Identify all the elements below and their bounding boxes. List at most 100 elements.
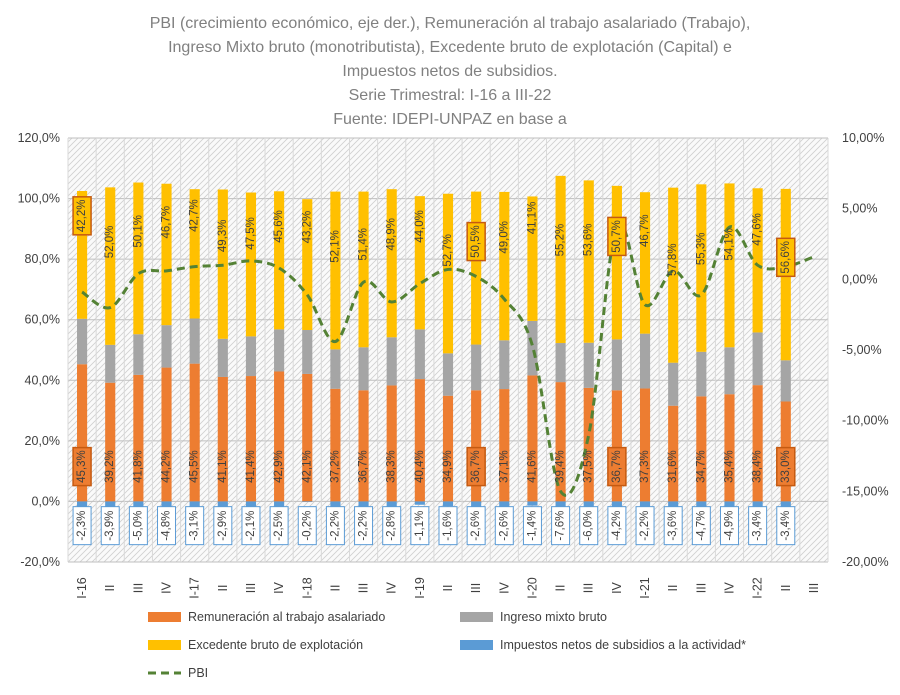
highlight-box — [72, 196, 92, 236]
label-box-impuestos — [551, 506, 571, 546]
data-label-capital: 50,7% — [611, 220, 623, 253]
bar-mixto — [442, 353, 454, 396]
data-label-trabajo: 39,4% — [555, 450, 567, 483]
bar-trabajo — [217, 376, 228, 502]
x-tick-label: II — [666, 585, 680, 592]
data-label-trabajo: 35,4% — [723, 450, 735, 483]
data-label-trabajo: 33,0% — [780, 450, 792, 483]
legend-swatch-capital — [148, 640, 181, 650]
bar-trabajo — [274, 371, 285, 502]
pbi-point — [448, 269, 449, 270]
bar-capital — [555, 175, 566, 344]
pbi-point — [363, 282, 364, 283]
label-box-impuestos — [438, 506, 458, 546]
y-left-tick-label: -20,0% — [20, 555, 60, 569]
x-tick-label: II — [554, 585, 568, 592]
data-label-trabajo: 34,7% — [695, 450, 707, 483]
bar-trabajo — [471, 390, 482, 502]
chart-title-line: Serie Trimestral: I-16 a III-22 — [349, 87, 552, 104]
label-box-impuestos — [269, 506, 289, 546]
bar-trabajo — [752, 385, 763, 502]
bar-trabajo — [245, 376, 257, 502]
data-label-impuestos: -2,3% — [76, 511, 88, 541]
y-left-tick-label: 120,0% — [18, 131, 60, 145]
data-label-impuestos: -2,1% — [245, 511, 257, 541]
x-tick-label: II — [216, 585, 230, 592]
label-box-impuestos — [325, 506, 345, 546]
bar-mixto — [668, 362, 679, 406]
data-label-trabajo: 38,4% — [752, 450, 764, 483]
bar-trabajo — [105, 382, 116, 502]
y-right-tick-label: -20,00% — [842, 555, 889, 569]
bar-mixto — [245, 336, 257, 377]
right-axis: -20,00% -15,00% -10,00% -5,00% 0,00% 5,00% 10,… — [842, 131, 889, 569]
label-box-impuestos — [748, 506, 768, 546]
pbi-point — [588, 434, 589, 435]
data-label-impuestos: -2,6% — [498, 511, 510, 541]
data-labels: 42,2% 45,3% -2,3% 52,0% 39,2% -3,9% 50,1% 41,8%… — [72, 196, 796, 546]
bar-trabajo — [724, 394, 735, 502]
x-tick-label: I-18 — [300, 577, 314, 599]
data-label-impuestos: -2,2% — [639, 511, 651, 541]
data-label-impuestos: -1,4% — [526, 511, 538, 541]
data-label-impuestos: -3,1% — [189, 511, 201, 541]
bar-capital — [668, 187, 679, 363]
x-tick-label: IV — [385, 581, 399, 593]
pbi-point — [813, 256, 814, 257]
bar-capital — [330, 191, 341, 350]
pbi-point — [645, 304, 646, 305]
data-label-impuestos: -2,2% — [329, 511, 341, 541]
bar-impuestos — [330, 501, 341, 509]
bar-mixto — [555, 343, 566, 383]
bar-mixto — [471, 344, 482, 391]
data-label-trabajo: 37,5% — [583, 450, 595, 483]
data-label-capital: 47,5% — [245, 217, 257, 250]
x-tick-label: I-17 — [188, 577, 202, 599]
bar-impuestos — [639, 501, 651, 509]
y-left-tick-label: 0,0% — [32, 494, 61, 508]
pbi-line-layer — [81, 220, 815, 497]
legend-label-capital: Excedente bruto de explotación — [188, 638, 363, 652]
legend-label-impuestos: Impuestos netos de subsidios a la activi… — [500, 638, 746, 652]
y-right-tick-label: 5,00% — [842, 202, 877, 216]
bar-capital — [611, 185, 622, 340]
data-label-capital: 49,3% — [217, 220, 229, 253]
x-tick-label: III — [469, 583, 483, 593]
legend-swatch-mixto — [460, 612, 493, 622]
x-tick-label: II — [328, 585, 342, 592]
data-label-impuestos: -4,9% — [723, 511, 735, 541]
y-left-tick-label: 40,0% — [25, 373, 60, 387]
label-box-impuestos — [410, 506, 430, 546]
bar-capital — [724, 183, 735, 348]
data-label-trabajo: 37,3% — [639, 450, 651, 483]
data-label-capital: 47,6% — [752, 213, 764, 246]
bar-impuestos — [527, 501, 538, 506]
pbi-point — [729, 227, 730, 228]
bar-impuestos — [358, 501, 369, 509]
bar-trabajo — [189, 363, 200, 502]
bar-capital — [527, 196, 538, 321]
highlight-box — [607, 216, 627, 257]
highlight-box — [776, 446, 796, 487]
label-box-impuestos — [241, 506, 261, 546]
bar-mixto — [302, 330, 313, 374]
y-right-tick-label: -5,00% — [842, 343, 882, 357]
label-box-impuestos — [719, 506, 739, 546]
data-label-impuestos: -3,9% — [104, 511, 116, 541]
label-box-impuestos — [297, 506, 317, 546]
chart-title-line: Fuente: IDEPI-UNPAZ en base a — [333, 111, 567, 128]
bar-capital — [583, 180, 594, 343]
data-label-impuestos: -4,7% — [695, 511, 707, 541]
highlight-box — [466, 446, 486, 487]
pbi-point — [222, 265, 223, 266]
bar-trabajo — [499, 389, 510, 502]
bar-capital — [386, 189, 397, 338]
x-tick-label: IV — [610, 581, 624, 593]
data-label-trabajo: 41,8% — [132, 450, 144, 483]
x-tick-label: III — [582, 583, 596, 593]
y-right-tick-label: -15,00% — [842, 484, 889, 498]
bar-trabajo — [358, 390, 369, 502]
bar-trabajo — [696, 396, 707, 502]
chart-title-line: Ingreso Mixto bruto (monotributista), Ex… — [168, 39, 732, 56]
bar-trabajo — [611, 390, 622, 502]
